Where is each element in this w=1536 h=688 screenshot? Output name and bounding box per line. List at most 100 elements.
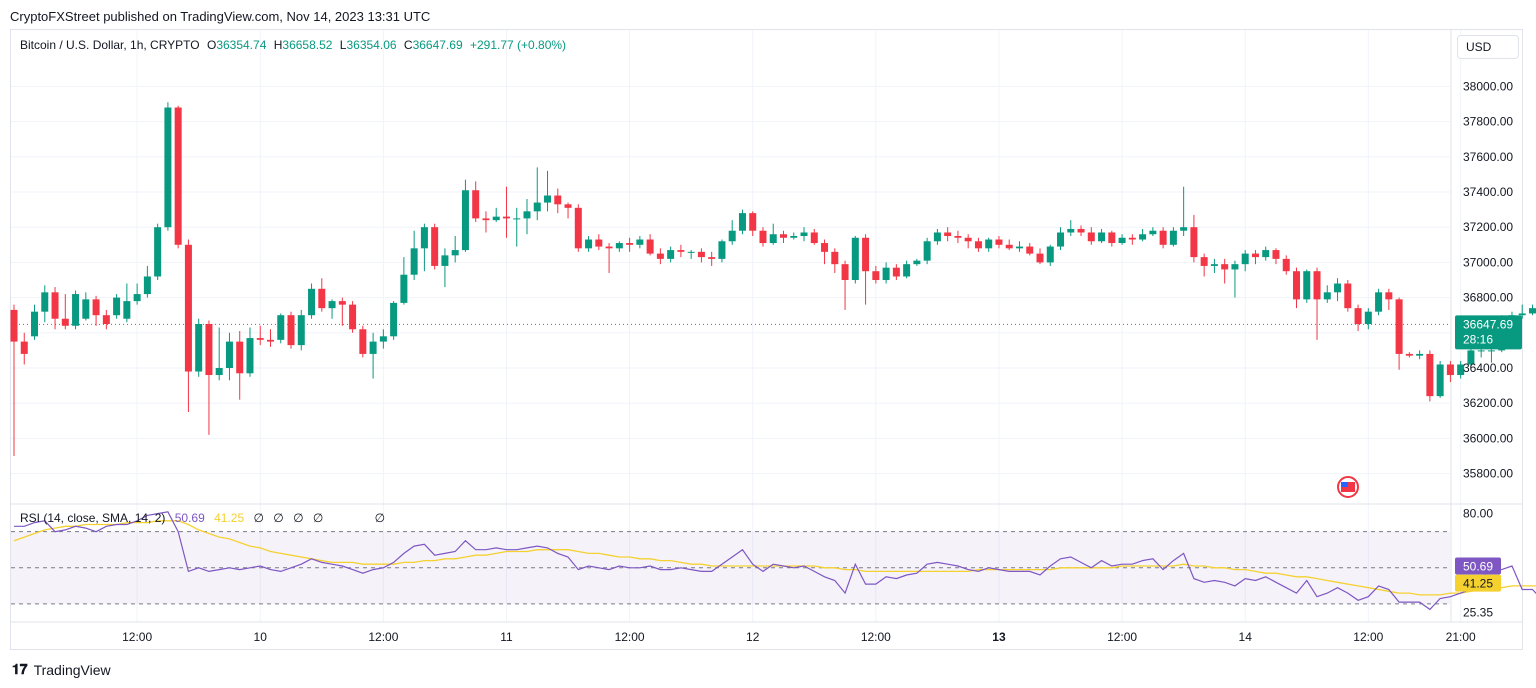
- candle: [1344, 280, 1352, 312]
- candle-body: [738, 213, 746, 231]
- candle-body: [236, 341, 244, 374]
- candle-body: [472, 190, 480, 219]
- candle-body: [995, 239, 1003, 245]
- candle: [1436, 360, 1444, 398]
- open-label: O: [206, 38, 217, 52]
- candle-body: [585, 239, 593, 249]
- candle-body: [133, 294, 141, 302]
- candle-body: [646, 239, 654, 254]
- candle: [944, 227, 952, 242]
- candle-body: [1364, 311, 1372, 324]
- candle: [605, 243, 613, 273]
- candle-body: [1087, 232, 1095, 242]
- candle: [1026, 243, 1034, 256]
- candle: [821, 239, 829, 265]
- candle-body: [513, 218, 521, 220]
- candle: [1282, 255, 1290, 275]
- candle-body: [20, 341, 28, 354]
- candle: [892, 264, 900, 280]
- last-price-box: [1455, 315, 1522, 350]
- footer: 𝟏𝟕 TradingView: [12, 661, 111, 678]
- rsi-value-label: 50.69: [1463, 560, 1493, 574]
- currency-label: USD: [1466, 40, 1492, 54]
- candle-body: [164, 107, 172, 228]
- candle-body: [554, 195, 562, 205]
- candle: [677, 244, 685, 258]
- candle: [492, 207, 500, 222]
- candle-body: [1518, 313, 1526, 316]
- candle: [174, 105, 182, 249]
- candle: [10, 304, 18, 456]
- candle: [1354, 304, 1362, 332]
- candle-body: [379, 336, 387, 342]
- currency-button[interactable]: USD: [1457, 35, 1519, 59]
- candle: [267, 329, 274, 347]
- time-tick-label: 12:00: [368, 630, 398, 644]
- time-tick-label: 14: [1239, 630, 1253, 644]
- candle: [985, 237, 993, 252]
- rsi-lines: [13, 511, 1536, 611]
- candle-body: [431, 227, 439, 266]
- candle-body: [1067, 228, 1075, 233]
- candle: [308, 283, 316, 319]
- candle: [1426, 350, 1434, 402]
- candle: [1241, 250, 1249, 272]
- candle-body: [420, 227, 428, 249]
- candle-body: [1180, 227, 1188, 231]
- high-value: 36658.52: [282, 38, 333, 52]
- candle-body: [1169, 230, 1177, 245]
- candle: [1005, 239, 1013, 251]
- rsi-tick-label: 80.00: [1463, 507, 1493, 521]
- candle-body: [102, 315, 110, 324]
- candle-body: [1354, 308, 1362, 324]
- candle-body: [1241, 253, 1249, 265]
- candles: [10, 102, 1536, 456]
- candle: [780, 230, 787, 244]
- candle: [1046, 244, 1054, 266]
- candle: [728, 220, 736, 245]
- candle: [646, 234, 654, 256]
- candle-body: [1026, 246, 1034, 254]
- candle-body: [697, 251, 705, 258]
- candle: [184, 239, 192, 412]
- footer-brand[interactable]: TradingView: [33, 661, 111, 678]
- candle: [718, 239, 726, 263]
- rsi-title[interactable]: RSI (14, close, SMA, 14, 2): [20, 511, 166, 525]
- candle-body: [195, 324, 203, 372]
- symbol-title[interactable]: Bitcoin / U.S. Dollar, 1h, CRYPTO: [20, 38, 200, 52]
- candle: [379, 329, 387, 349]
- candle: [133, 283, 141, 305]
- candle-body: [1395, 299, 1403, 354]
- candle-body: [1405, 353, 1413, 356]
- candle-body: [636, 239, 644, 245]
- candle: [1518, 304, 1526, 319]
- candle: [164, 102, 172, 231]
- candle-body: [892, 267, 900, 277]
- candle: [862, 234, 870, 305]
- price-tick-label: 38000.00: [1463, 79, 1513, 93]
- candle-body: [451, 250, 459, 256]
- candle-body: [1416, 353, 1424, 356]
- candle: [595, 234, 603, 251]
- candle: [913, 258, 921, 266]
- candle: [359, 325, 367, 358]
- candle-body: [1457, 364, 1465, 376]
- price-tick-label: 36000.00: [1463, 431, 1513, 445]
- candle-body: [410, 248, 418, 275]
- candle-body: [1108, 232, 1116, 244]
- candle: [851, 236, 859, 284]
- candle-body: [687, 251, 695, 253]
- candle: [410, 230, 418, 280]
- candle-body: [1210, 264, 1218, 266]
- candle: [338, 297, 346, 326]
- candle-body: [349, 304, 357, 330]
- candle: [113, 294, 121, 319]
- candle: [585, 236, 593, 252]
- candle: [841, 260, 849, 310]
- candle: [1477, 348, 1485, 358]
- candle-body: [297, 315, 305, 346]
- candle-body: [1487, 350, 1495, 352]
- candle-body: [1436, 364, 1444, 397]
